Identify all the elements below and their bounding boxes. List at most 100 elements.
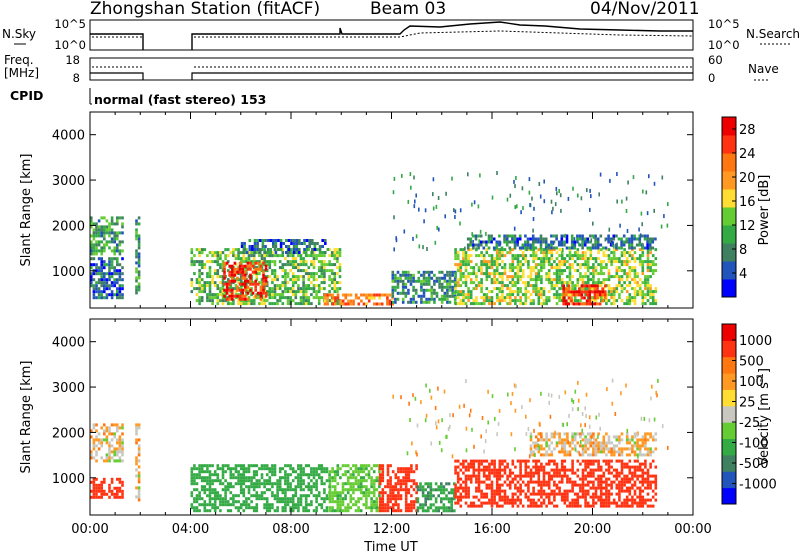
echo-cell (495, 281, 499, 285)
echo-cell (224, 248, 227, 252)
echo-cell (547, 480, 551, 484)
echo-cell (216, 494, 220, 498)
echo-cell (203, 509, 207, 513)
echo-cell (95, 453, 98, 457)
echo-cell (555, 246, 558, 250)
echo-cell (118, 489, 122, 493)
echo-cell (651, 459, 655, 463)
echo-cell (273, 260, 277, 264)
echo-cell (271, 464, 274, 468)
echo-cell (553, 498, 556, 502)
echo-cell (410, 503, 413, 507)
echo-cell (262, 282, 265, 286)
echo-cell (537, 287, 541, 291)
echo-cell (254, 294, 257, 298)
echo-cell (649, 462, 652, 466)
echo-cell (563, 240, 566, 244)
echo-cell (516, 290, 520, 294)
echo-cell (317, 467, 321, 471)
echo-cell (597, 483, 600, 487)
echo-cell (558, 450, 561, 454)
echo-cell (367, 488, 371, 492)
echo-cell (638, 486, 642, 490)
echo-cell (226, 485, 230, 489)
echo-cell (586, 281, 590, 285)
echo-cell (302, 281, 305, 285)
echo-speck (522, 206, 524, 211)
echo-cell (623, 269, 626, 273)
echo-cell (297, 482, 300, 486)
echo-cell (323, 278, 326, 282)
echo-cell (585, 299, 589, 303)
echo-cell (475, 254, 478, 258)
echo-cell (321, 239, 324, 242)
echo-cell (615, 287, 619, 291)
echo-cell (97, 486, 101, 490)
echo-cell (576, 234, 579, 238)
echo-cell (239, 479, 243, 483)
echo-cell (456, 278, 460, 282)
echo-cell (532, 453, 535, 457)
echo-cell (394, 494, 398, 498)
echo-cell (532, 450, 535, 454)
echo-cell (289, 299, 292, 303)
echo-cell (573, 480, 577, 484)
echo-cell (412, 479, 416, 483)
echo-cell (589, 459, 593, 463)
echo-speck (616, 199, 618, 204)
echo-cell (357, 497, 360, 501)
echo-cell (482, 257, 486, 261)
echo-cell (615, 234, 618, 238)
echo-cell (118, 252, 122, 256)
echo-speck (418, 244, 421, 249)
echo-cell (331, 500, 334, 504)
echo-cell (550, 266, 554, 270)
echo-cell (137, 270, 141, 274)
echo-cell (560, 296, 564, 300)
echo-cell (229, 302, 233, 306)
echo-cell (334, 299, 337, 303)
echo-cell (238, 294, 242, 298)
echo-cell (563, 243, 566, 247)
echo-cell (584, 462, 587, 466)
echo-cell (558, 438, 561, 442)
echo-cell (625, 486, 629, 490)
echo-cell (135, 261, 138, 265)
echo-cell (580, 293, 584, 297)
echo-cell (216, 296, 220, 300)
echo-cell (308, 245, 311, 248)
echo-cell (372, 503, 376, 507)
echo-cell (226, 248, 230, 252)
echo-cell (446, 297, 449, 301)
echo-cell (490, 281, 494, 285)
echo-cell (297, 278, 300, 282)
echo-cell (597, 444, 600, 448)
echo-cell (553, 462, 556, 466)
echo-cell (262, 270, 265, 274)
echo-cell (190, 494, 194, 498)
echo-cell (328, 470, 332, 474)
echo-cell (291, 503, 295, 507)
echo-cell (242, 467, 246, 471)
echo-cell (226, 464, 230, 468)
echo-cell (304, 263, 308, 267)
echo-cell (110, 228, 114, 232)
echo-cell (498, 483, 502, 487)
echo-cell (108, 269, 111, 273)
echo-cell (524, 495, 528, 499)
echo-cell (284, 290, 287, 294)
echo-cell (581, 278, 585, 282)
echo-cell (297, 266, 300, 270)
colorbar-swatch (722, 153, 736, 172)
echo-cell (92, 231, 96, 235)
echo-cell (618, 489, 621, 493)
echo-cell (615, 269, 619, 273)
echo-cell (602, 266, 606, 270)
echo-cell (467, 275, 470, 279)
echo-cell (550, 435, 554, 439)
echo-cell (317, 275, 321, 279)
echo-cell (550, 263, 554, 267)
echo-cell (221, 503, 225, 507)
echo-cell (576, 254, 580, 258)
echo-cell (234, 494, 238, 498)
